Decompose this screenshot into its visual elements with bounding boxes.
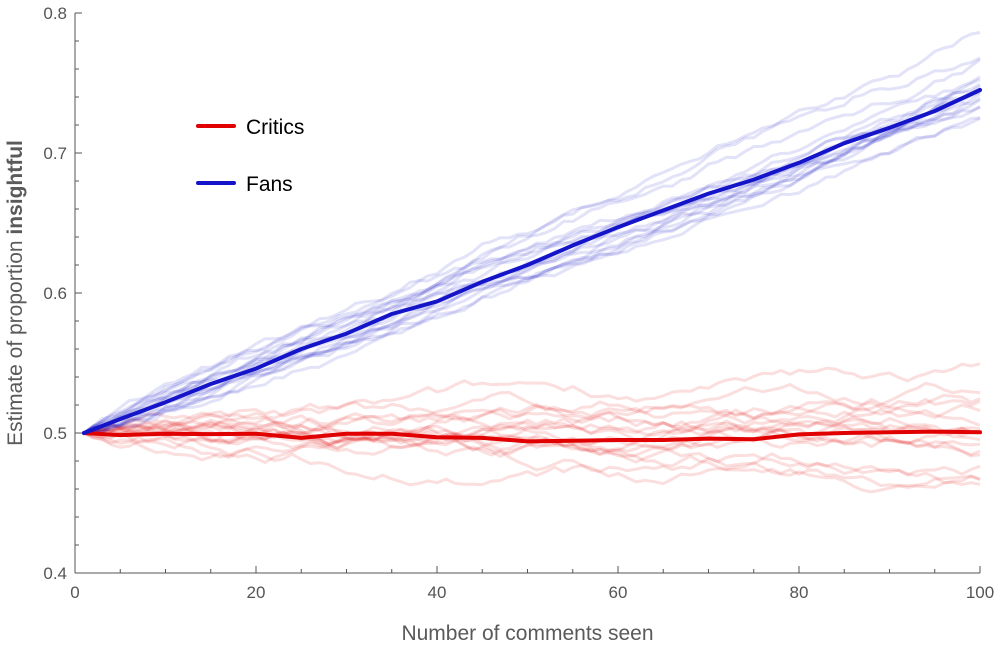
fans-run-line xyxy=(83,116,981,436)
fans-run-line xyxy=(83,31,981,435)
legend-item-fans: Fans xyxy=(196,173,293,196)
fans-run-line xyxy=(83,56,981,435)
y-tick-label: 0.6 xyxy=(43,284,67,303)
critics-run-line xyxy=(83,428,981,488)
fans-run-line xyxy=(83,58,981,435)
x-tick-label: 40 xyxy=(428,583,447,602)
legend-label-fans: Fans xyxy=(246,173,293,196)
legend: Critics Fans xyxy=(196,116,304,196)
critics-run-line xyxy=(83,393,981,435)
series-layer xyxy=(82,88,982,444)
y-axis-title: Estimate of proportion insightful xyxy=(4,140,27,446)
legend-item-critics: Critics xyxy=(196,116,304,139)
y-tick-label: 0.5 xyxy=(43,424,67,443)
fans-run-line xyxy=(83,98,981,435)
critics-run-line xyxy=(83,383,981,440)
critics-run-line xyxy=(83,431,981,487)
critics-run-line xyxy=(83,406,981,449)
fans-run-line xyxy=(83,88,981,435)
critics-run-line xyxy=(83,427,981,494)
critics-run-line xyxy=(83,381,981,443)
fans-run-line xyxy=(83,75,981,435)
critics-run-line xyxy=(83,400,981,436)
x-tick-label: 20 xyxy=(247,583,266,602)
y-tick-label: 0.7 xyxy=(43,144,67,163)
legend-label-critics: Critics xyxy=(246,116,304,139)
fans-run-line xyxy=(83,87,981,435)
critics-run-line xyxy=(83,362,981,435)
x-axis-title: Number of comments seen xyxy=(401,622,653,645)
y-axis-title-emphasis: insightful xyxy=(4,140,27,234)
fans-run-line xyxy=(83,117,981,435)
fans-run-line xyxy=(83,82,981,435)
x-tick-label: 100 xyxy=(966,583,994,602)
x-tick-label: 60 xyxy=(609,583,628,602)
x-tick-label: 80 xyxy=(790,583,809,602)
y-axis-title-prefix: Estimate of proportion xyxy=(4,235,27,446)
y-tick-label: 0.4 xyxy=(43,564,67,583)
series-line-critics xyxy=(82,429,982,444)
critics-run-line xyxy=(83,415,981,456)
ticks: 0 20 40 60 80 100 0.4 0.5 0.6 0.7 0.8 xyxy=(43,4,994,602)
critics-run-line xyxy=(83,418,981,450)
critics-run-line xyxy=(83,418,981,453)
y-tick-label: 0.8 xyxy=(43,4,67,23)
fans-run-line xyxy=(83,84,981,435)
simulation-runs xyxy=(83,31,981,494)
series-line-fans xyxy=(82,88,982,435)
critics-run-line xyxy=(83,431,981,477)
critics-run-line xyxy=(83,391,981,435)
x-tick-label: 0 xyxy=(70,583,79,602)
